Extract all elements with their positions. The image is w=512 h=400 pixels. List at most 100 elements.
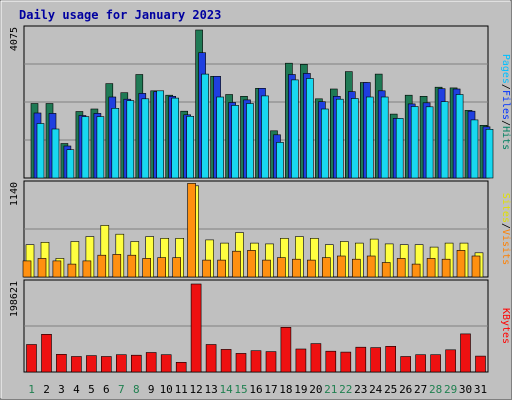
bar-pages-day-13: [216, 96, 224, 179]
bar-visits-day-25: [381, 262, 391, 278]
bar-visits-day-31: [471, 255, 481, 278]
x-tick-label-day-6: 6: [103, 383, 110, 396]
bar-visits-day-23: [351, 258, 361, 278]
x-tick-label-day-9: 9: [148, 383, 155, 396]
bar-kbytes-day-27: [415, 354, 426, 373]
bar-kbytes-day-18: [280, 326, 292, 373]
bar-visits-day-14: [217, 259, 226, 278]
bar-pages-day-25: [395, 118, 404, 179]
bar-visits-day-20: [307, 259, 316, 278]
bar-kbytes-day-14: [220, 349, 232, 373]
bar-pages-day-11: [186, 116, 194, 179]
bar-kbytes-day-6: [101, 356, 112, 373]
x-tick-label-day-4: 4: [73, 383, 80, 396]
side-legend: Pages/Files/Hits: [500, 54, 511, 150]
x-tick-label-day-7: 7: [118, 383, 125, 396]
bar-pages-day-10: [171, 97, 179, 179]
x-tick-label-day-12: 12: [189, 383, 202, 396]
bar-kbytes-day-12: [190, 283, 202, 373]
bar-pages-day-3: [66, 149, 75, 179]
bar-kbytes-day-1: [26, 344, 37, 373]
side-legend-separator: /: [500, 223, 511, 229]
side-legend-separator: /: [500, 84, 511, 90]
bar-visits-day-29: [441, 258, 451, 278]
bar-pages-day-27: [425, 106, 434, 179]
bar-pages-day-19: [306, 78, 314, 179]
bar-kbytes-day-2: [41, 333, 52, 373]
bar-kbytes-day-11: [175, 361, 187, 373]
bar-visits-day-13: [202, 259, 211, 278]
bar-visits-day-8: [127, 254, 137, 278]
x-tick-label-day-2: 2: [43, 383, 50, 396]
bar-pages-day-16: [261, 95, 269, 179]
bar-visits-day-9: [142, 258, 151, 278]
x-tick-label-day-10: 10: [160, 383, 173, 396]
side-legend: Sites/Visits: [500, 193, 511, 265]
bar-pages-day-1: [36, 123, 45, 179]
bar-kbytes-day-4: [71, 356, 82, 373]
bar-kbytes-day-9: [145, 352, 157, 373]
side-legend: KBytes: [500, 308, 511, 344]
bar-visits-day-22: [336, 255, 346, 278]
bar-pages-day-2: [51, 128, 60, 179]
bar-kbytes-day-7: [116, 354, 127, 373]
x-tick-label-day-14: 14: [219, 383, 233, 396]
x-tick-label-day-1: 1: [28, 383, 35, 396]
bar-visits-day-11: [172, 257, 181, 278]
bar-kbytes-day-28: [430, 354, 441, 373]
side-legend-pages: Pages: [500, 54, 511, 84]
x-tick-label-day-30: 30: [459, 383, 472, 396]
bar-pages-day-18: [291, 79, 299, 179]
x-tick-label-day-29: 29: [444, 383, 457, 396]
x-tick-label-day-27: 27: [414, 383, 427, 396]
bar-visits-day-15: [232, 250, 241, 278]
bar-pages-day-12: [201, 73, 209, 179]
bar-kbytes-day-5: [86, 355, 97, 373]
bar-pages-day-17: [276, 142, 284, 179]
bar-visits-day-10: [157, 257, 166, 278]
x-tick-label-day-17: 17: [264, 383, 277, 396]
x-tick-label-day-3: 3: [58, 383, 65, 396]
side-legend-hits: Hits: [500, 126, 511, 150]
bar-kbytes-day-8: [131, 354, 142, 373]
bar-visits-day-7: [112, 254, 122, 278]
bar-visits-day-26: [396, 258, 406, 278]
bar-kbytes-day-13: [205, 344, 217, 373]
bar-pages-day-23: [365, 96, 374, 179]
side-legend-separator: /: [500, 120, 511, 126]
y-max-label: 198621: [9, 281, 20, 317]
bar-pages-day-24: [380, 96, 389, 179]
x-tick-label-day-19: 19: [294, 383, 307, 396]
bar-kbytes-day-20: [310, 343, 322, 373]
bar-visits-day-24: [366, 255, 376, 278]
bar-visits-day-21: [321, 257, 331, 278]
bar-pages-day-28: [440, 101, 449, 179]
x-tick-label-day-26: 26: [399, 383, 412, 396]
x-tick-label-day-22: 22: [339, 383, 352, 396]
chart-title: Daily usage for January 2023: [19, 8, 221, 22]
x-tick-label-day-15: 15: [234, 383, 247, 396]
bar-visits-day-6: [97, 254, 107, 278]
bar-kbytes-day-25: [385, 345, 397, 373]
bar-kbytes-day-10: [160, 354, 172, 373]
bar-visits-day-3: [52, 260, 62, 278]
bar-pages-day-30: [470, 119, 479, 179]
side-legend-files: Files: [500, 90, 511, 120]
x-tick-label-day-31: 31: [474, 383, 487, 396]
panel-3: 198621 KBytes: [9, 279, 511, 373]
bar-pages-day-31: [485, 129, 494, 179]
bar-visits-day-27: [411, 263, 421, 278]
bar-visits-day-5: [82, 260, 92, 278]
bar-kbytes-day-26: [400, 356, 412, 373]
bar-kbytes-day-23: [355, 346, 367, 373]
bar-kbytes-day-31: [475, 355, 486, 373]
x-tick-label-day-28: 28: [429, 383, 442, 396]
side-legend-kbytes: KBytes: [500, 308, 511, 344]
x-tick-label-day-21: 21: [324, 383, 337, 396]
x-tick-label-day-16: 16: [249, 383, 262, 396]
bar-kbytes-day-3: [56, 353, 67, 373]
side-legend-visits: Visits: [500, 229, 511, 265]
bar-visits-day-19: [292, 258, 301, 278]
